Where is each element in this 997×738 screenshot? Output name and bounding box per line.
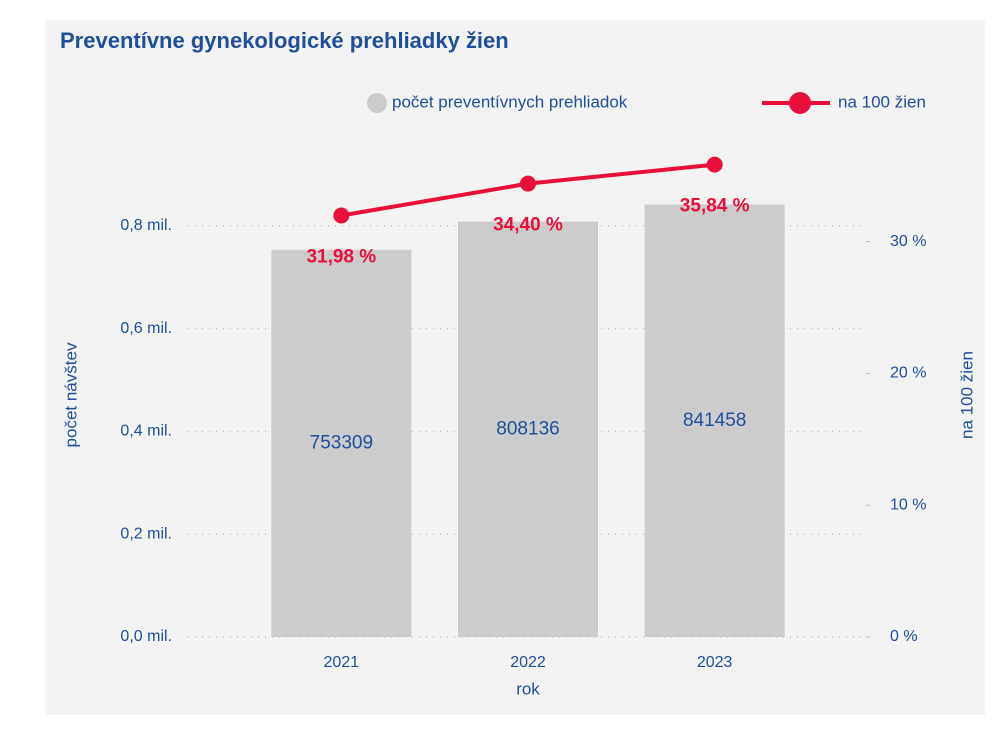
legend-label: na 100 žien: [838, 92, 926, 111]
y-axis-title: počet návštev: [61, 342, 80, 447]
y2-axis-title: na 100 žien: [957, 351, 976, 439]
bar: [644, 204, 785, 637]
y2-tick-label: 10 %: [890, 496, 926, 513]
legend-swatch: [789, 92, 811, 114]
x-tick-label: 2022: [510, 654, 546, 671]
bar: [458, 221, 598, 637]
x-axis-title: rok: [516, 679, 540, 698]
y-tick-label: 0,6 mil.: [120, 320, 172, 337]
line-point: [333, 207, 350, 224]
line-value-label: 31,98 %: [306, 247, 376, 268]
bar: [271, 249, 412, 637]
bar-value-label: 808136: [496, 418, 559, 439]
y-tick-label: 0,2 mil.: [120, 525, 172, 542]
legend-swatch: [367, 93, 387, 113]
y-tick-label: 0,4 mil.: [120, 423, 172, 440]
y2-tick-label: 20 %: [890, 365, 926, 382]
legend-label: počet preventívnych prehliadok: [392, 92, 628, 111]
y2-tick-label: 30 %: [890, 233, 926, 250]
line-value-label: 34,40 %: [493, 215, 563, 236]
line-value-label: 35,84 %: [680, 196, 750, 217]
bar-value-label: 753309: [310, 432, 373, 453]
y2-tick-label: 0 %: [890, 628, 918, 645]
line-point: [520, 175, 536, 192]
x-tick-label: 2023: [697, 654, 733, 671]
y-tick-label: 0,0 mil.: [120, 628, 172, 645]
chart-title: Preventívne gynekologické prehliadky žie…: [60, 28, 509, 53]
y-tick-label: 0,8 mil.: [120, 217, 172, 234]
bar-value-label: 841458: [683, 410, 746, 431]
x-tick-label: 2021: [324, 654, 360, 671]
line-point: [706, 156, 723, 173]
